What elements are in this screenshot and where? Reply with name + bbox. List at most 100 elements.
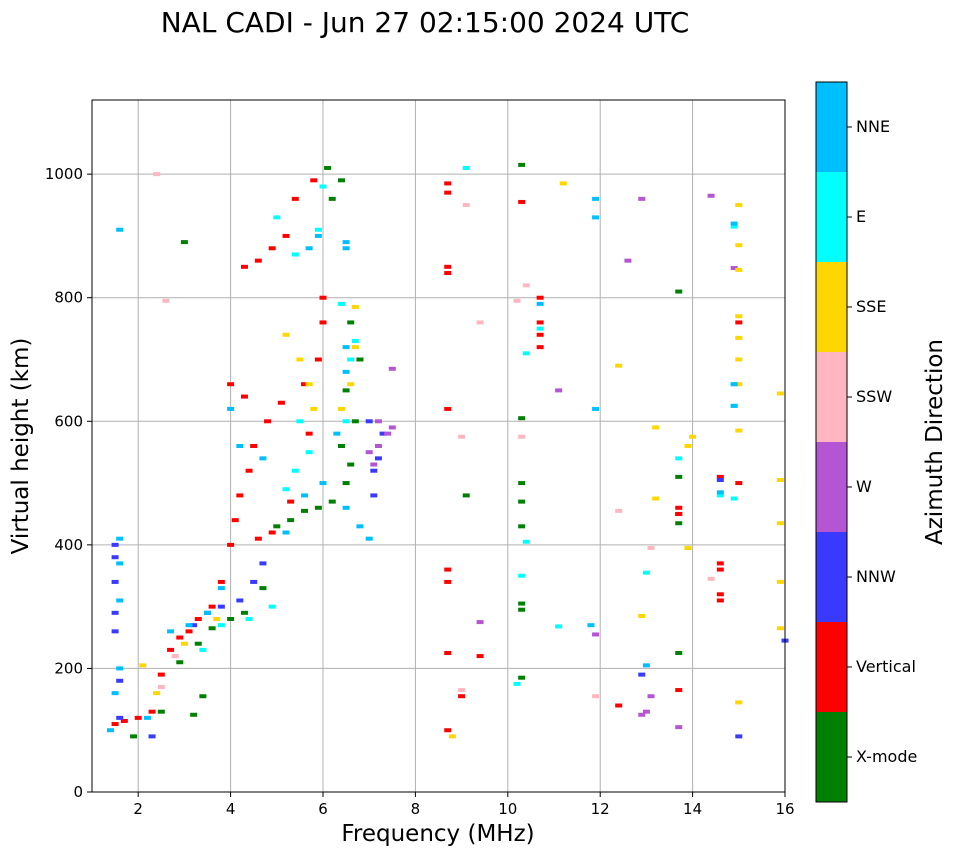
data-point-sse: [735, 428, 743, 433]
data-point-sse: [347, 382, 355, 387]
data-point-sse: [689, 434, 697, 439]
data-point-sse: [615, 363, 623, 368]
data-point-vertical: [716, 592, 724, 597]
data-point-vertical: [245, 468, 253, 473]
data-point-vertical: [716, 474, 724, 479]
data-point-vertical: [518, 199, 526, 204]
data-point-vertical: [716, 598, 724, 603]
data-point-vertical: [536, 320, 544, 325]
data-point-x-mode: [130, 734, 138, 739]
data-point-nne: [116, 227, 124, 232]
data-point-nne: [204, 610, 211, 615]
data-point-vertical: [148, 709, 156, 714]
data-point-sse: [153, 691, 161, 696]
data-point-nne: [259, 456, 267, 461]
data-point-sse: [351, 345, 359, 350]
data-point-e: [730, 224, 738, 229]
data-point-sse: [735, 700, 743, 705]
data-point-vertical: [735, 481, 743, 486]
data-point-nne: [592, 406, 600, 411]
data-point-x-mode: [314, 505, 322, 510]
y-tick-label: 1000: [45, 165, 83, 183]
data-point-w: [642, 709, 650, 714]
x-tick-label: 4: [226, 800, 236, 818]
data-point-e: [642, 570, 650, 575]
data-point-sse: [310, 406, 318, 411]
data-point-nnw: [116, 715, 124, 720]
data-point-ssw: [707, 576, 715, 581]
data-point-vertical: [120, 718, 128, 723]
colorbar-label-nne: NNE: [856, 117, 890, 136]
data-point-nne: [236, 444, 244, 448]
data-point-x-mode: [347, 462, 355, 467]
data-point-vertical: [287, 499, 295, 504]
data-point-x-mode: [675, 289, 683, 294]
data-point-vertical: [319, 295, 327, 300]
colorbar-swatch-nne: [816, 82, 847, 172]
data-point-nnw: [236, 598, 244, 603]
data-point-vertical: [444, 271, 452, 275]
data-point-w: [374, 419, 382, 424]
data-point-nne: [365, 536, 373, 541]
data-point-e: [347, 357, 355, 362]
data-point-nne: [342, 345, 350, 350]
data-point-x-mode: [356, 357, 364, 362]
data-point-x-mode: [180, 240, 188, 245]
data-point-x-mode: [259, 586, 267, 591]
data-point-ssw: [615, 508, 623, 513]
data-point-x-mode: [518, 162, 526, 167]
data-point-vertical: [305, 431, 313, 436]
data-point-e: [730, 496, 738, 501]
x-axis-ticks: 2 4 6 8 10 12 14 16: [133, 792, 795, 818]
data-point-vertical: [240, 264, 248, 269]
data-point-x-mode: [518, 524, 526, 529]
data-point-vertical: [536, 345, 544, 350]
data-point-vertical: [735, 320, 743, 325]
data-point-nne: [319, 481, 327, 486]
data-point-e: [518, 573, 526, 578]
data-point-vertical: [167, 647, 175, 652]
data-point-e: [282, 487, 290, 492]
data-point-x-mode: [328, 499, 336, 504]
data-point-w: [638, 196, 646, 201]
data-point-x-mode: [675, 650, 683, 655]
data-point-vertical: [675, 688, 683, 693]
data-point-w: [555, 388, 563, 393]
data-point-x-mode: [194, 641, 202, 646]
data-point-ssw: [522, 283, 530, 288]
colorbar-swatch-sse: [816, 262, 847, 352]
colorbar-swatch-e: [816, 172, 847, 262]
colorbar-label-nnw: NNW: [856, 567, 896, 586]
data-point-x-mode: [351, 419, 359, 424]
data-point-sse: [448, 734, 456, 739]
data-point-e: [217, 623, 225, 628]
data-point-e: [462, 165, 470, 170]
data-point-x-mode: [347, 320, 355, 325]
data-point-w: [624, 258, 632, 263]
data-point-sse: [776, 579, 784, 584]
data-point-w: [374, 444, 382, 448]
data-point-vertical: [236, 493, 244, 498]
data-point-vertical: [310, 178, 318, 183]
data-point-nnw: [116, 678, 124, 683]
x-tick-label: 10: [498, 800, 517, 818]
data-point-sse: [735, 382, 743, 387]
data-point-x-mode: [240, 610, 248, 615]
data-point-nne: [356, 524, 364, 529]
colorbar-swatch-ssw: [816, 352, 847, 442]
data-point-sse: [735, 267, 743, 272]
colorbar-swatch-x-mode: [816, 712, 847, 802]
data-point-x-mode: [199, 694, 207, 699]
data-point-sse: [776, 521, 784, 526]
data-point-w: [476, 620, 484, 625]
data-point-vertical: [444, 650, 452, 655]
data-point-x-mode: [337, 444, 345, 448]
data-point-vertical: [716, 567, 724, 572]
data-point-ssw: [462, 203, 470, 208]
data-point-w: [638, 712, 646, 717]
x-tick-label: 12: [591, 800, 610, 818]
data-point-nnw: [217, 604, 225, 609]
colorbar-label-ssw: SSW: [856, 387, 892, 406]
data-point-nne: [314, 233, 322, 238]
